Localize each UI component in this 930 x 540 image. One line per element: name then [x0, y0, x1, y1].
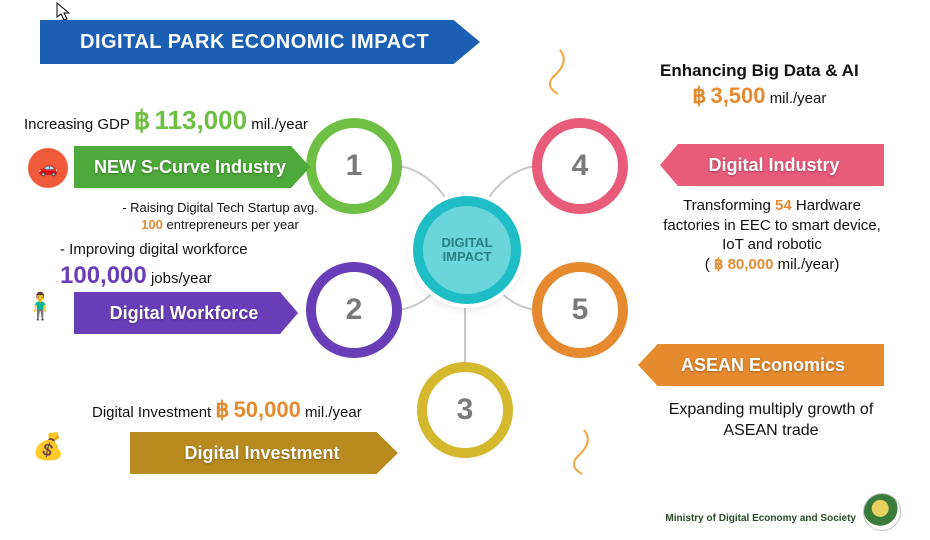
- circle-3: 3: [421, 366, 509, 454]
- arrow-3-text: Digital Investment: [184, 443, 339, 464]
- circle-3-ring: [417, 362, 513, 458]
- arrow-3: Digital Investment: [130, 432, 398, 474]
- item-1-desc-below: - Raising Digital Tech Startup avg. 100 …: [110, 200, 330, 234]
- circle-1: 1: [310, 122, 398, 210]
- circle-5: 5: [536, 266, 624, 354]
- center-hub: DIGITAL IMPACT: [413, 196, 521, 304]
- car-icon: 🚗: [28, 148, 68, 188]
- circle-4: 4: [536, 122, 624, 210]
- money-hand-icon: 💰: [32, 430, 64, 464]
- arrow-4-text: Digital Industry: [708, 155, 839, 176]
- item-2-desc-above: - Improving digital workforce 100,000 jo…: [60, 240, 248, 291]
- item-5-desc-below: Expanding multiply growth of ASEAN trade: [646, 400, 896, 442]
- circle-2: 2: [310, 266, 398, 354]
- arrow-4: Digital Industry: [660, 144, 884, 186]
- arrow-2-text: Digital Workforce: [110, 303, 259, 324]
- circle-4-ring: [532, 118, 628, 214]
- arrow-2: Digital Workforce: [74, 292, 298, 334]
- item-1-desc-above: Increasing GDP ฿ 113,000 mil./year: [24, 104, 308, 138]
- title-text: DIGITAL PARK ECONOMIC IMPACT: [80, 31, 429, 54]
- arrow-5: ASEAN Economics: [638, 344, 884, 386]
- item-4-desc-below: Transforming 54 Hardware factories in EE…: [640, 196, 904, 274]
- cursor-icon: [56, 2, 72, 22]
- hub-line1: DIGITAL: [441, 236, 492, 250]
- arrow-1: NEW S-Curve Industry: [74, 146, 310, 188]
- desk-person-icon: 🧍‍♂️: [24, 290, 56, 324]
- circle-5-ring: [532, 262, 628, 358]
- item-4-desc-above: Enhancing Big Data & AI ฿ 3,500 mil./yea…: [660, 60, 859, 111]
- footer-ministry: Ministry of Digital Economy and Society: [665, 513, 856, 524]
- item-3-desc-above: Digital Investment ฿ 50,000 mil./year: [92, 396, 362, 425]
- arrow-1-text: NEW S-Curve Industry: [94, 157, 286, 178]
- arrow-5-text: ASEAN Economics: [681, 355, 845, 376]
- ministry-logo-icon: [864, 494, 900, 530]
- hub-line2: IMPACT: [443, 250, 492, 264]
- circle-2-ring: [306, 262, 402, 358]
- title-banner: DIGITAL PARK ECONOMIC IMPACT: [40, 20, 480, 64]
